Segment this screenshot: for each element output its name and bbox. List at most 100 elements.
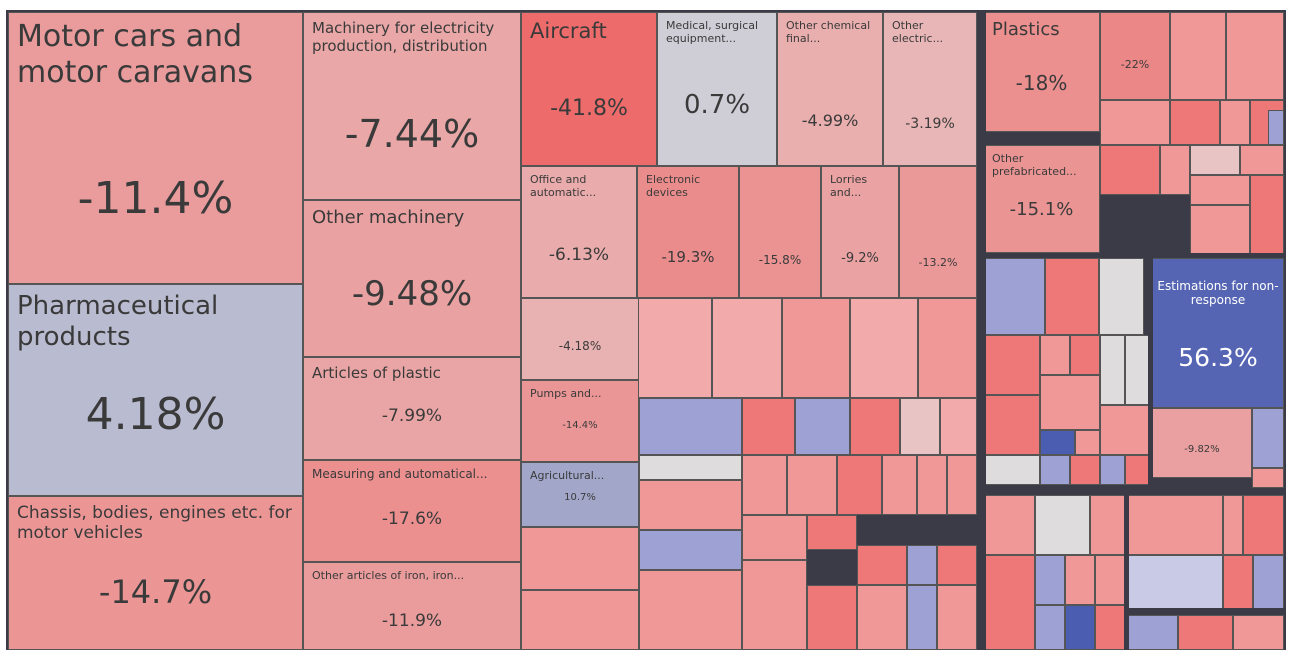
tile bbox=[1170, 100, 1220, 145]
value-label: -15.8% bbox=[758, 253, 802, 267]
tile bbox=[985, 455, 1040, 485]
value-label: -19.3% bbox=[661, 247, 715, 266]
tile bbox=[1100, 335, 1125, 405]
tile bbox=[742, 560, 807, 650]
tile bbox=[1099, 258, 1144, 335]
tile bbox=[782, 298, 850, 398]
tile: -22% bbox=[1100, 12, 1170, 100]
tile bbox=[882, 455, 917, 515]
tile bbox=[1170, 12, 1226, 100]
tile: -4.18% bbox=[521, 298, 639, 380]
tile: Estimations for non-response 56.3% bbox=[1152, 258, 1284, 408]
tile bbox=[1090, 495, 1125, 555]
value-label: -6.13% bbox=[548, 244, 610, 265]
tile-label: Other machinery bbox=[312, 207, 465, 228]
tile bbox=[1040, 430, 1075, 455]
tile bbox=[1226, 12, 1284, 100]
tile bbox=[1190, 205, 1250, 255]
tile bbox=[1243, 495, 1284, 555]
tile bbox=[985, 335, 1040, 395]
tile: Other articles of iron, iron... -11.9% bbox=[303, 562, 521, 650]
separator bbox=[1125, 608, 1284, 612]
value-label: -7.44% bbox=[344, 112, 480, 156]
tile bbox=[1128, 495, 1223, 555]
tile bbox=[1070, 455, 1100, 485]
tile bbox=[857, 585, 907, 650]
tile bbox=[1125, 335, 1149, 405]
tile: Plastics -18% bbox=[983, 12, 1100, 132]
tile-label: Other electric... bbox=[892, 19, 944, 46]
tile bbox=[639, 480, 742, 530]
tile: Medical, surgical equipment... 0.7% bbox=[657, 12, 777, 166]
tile bbox=[1233, 615, 1284, 650]
tile bbox=[639, 530, 742, 570]
tile bbox=[1220, 100, 1250, 145]
tile bbox=[1268, 110, 1284, 145]
tile-label: Pharmaceutical products bbox=[17, 291, 219, 353]
tile bbox=[850, 298, 918, 398]
value-label: -22% bbox=[1120, 57, 1150, 71]
value-label: -3.19% bbox=[905, 116, 955, 132]
separator bbox=[981, 10, 986, 650]
tile bbox=[1040, 335, 1070, 375]
separator bbox=[983, 488, 1284, 494]
tile bbox=[900, 398, 940, 455]
tile bbox=[1178, 615, 1233, 650]
tile bbox=[787, 455, 837, 515]
tile bbox=[917, 455, 947, 515]
tile-label: Plastics bbox=[992, 19, 1060, 40]
tile: Agricultural... 10.7% bbox=[521, 462, 639, 527]
tile bbox=[1223, 555, 1253, 610]
tile-label: Machinery for electricity production, di… bbox=[312, 19, 495, 55]
tile: Chassis, bodies, engines etc. for motor … bbox=[8, 496, 303, 650]
value-label: 4.18% bbox=[85, 389, 226, 440]
value-label: -17.6% bbox=[381, 508, 443, 529]
value-label: -9.2% bbox=[841, 250, 879, 266]
tile bbox=[1065, 605, 1095, 650]
tile bbox=[918, 298, 977, 398]
value-label: -9.82% bbox=[1184, 444, 1220, 455]
treemap: Motor cars and motor caravans -11.4% Pharm… bbox=[6, 10, 1286, 650]
value-label: -13.2% bbox=[918, 255, 958, 269]
tile: Pharmaceutical products 4.18% bbox=[8, 284, 303, 496]
tile bbox=[947, 455, 977, 515]
value-label: 0.7% bbox=[683, 90, 751, 120]
tile: Aircraft -41.8% bbox=[521, 12, 657, 166]
tile: -15.8% bbox=[739, 166, 821, 298]
tile bbox=[795, 398, 850, 455]
tile: Other machinery -9.48% bbox=[303, 200, 521, 357]
tile bbox=[1128, 555, 1223, 610]
tile: Electronic devices -19.3% bbox=[637, 166, 739, 298]
tile bbox=[712, 298, 782, 398]
tile-label: Other prefabricated... bbox=[992, 152, 1077, 179]
separator bbox=[1148, 256, 1153, 490]
separator bbox=[1124, 490, 1129, 650]
tile bbox=[639, 398, 742, 455]
tile bbox=[1095, 555, 1125, 605]
tile bbox=[639, 570, 742, 650]
tile bbox=[1035, 605, 1065, 650]
tile bbox=[1075, 430, 1100, 455]
tile bbox=[1100, 100, 1170, 145]
value-label: -41.8% bbox=[550, 96, 628, 121]
separator bbox=[983, 253, 1284, 258]
tile: Other electric... -3.19% bbox=[883, 12, 977, 166]
tile-label: Pumps and... bbox=[530, 387, 602, 400]
tile: Articles of plastic -7.99% bbox=[303, 357, 521, 460]
tile: Lorries and... -9.2% bbox=[821, 166, 899, 298]
tile bbox=[1223, 495, 1243, 555]
tile bbox=[742, 398, 795, 455]
tile bbox=[985, 395, 1040, 455]
tile bbox=[940, 398, 977, 455]
tile-label: Estimations for non-response bbox=[1157, 279, 1279, 308]
tile bbox=[1190, 145, 1240, 175]
value-label: -14.4% bbox=[562, 420, 598, 431]
tile bbox=[807, 515, 857, 550]
tile bbox=[1035, 495, 1090, 555]
tile bbox=[521, 590, 639, 650]
value-label: -9.48% bbox=[351, 274, 473, 314]
tile bbox=[1065, 555, 1095, 605]
tile: -13.2% bbox=[899, 166, 977, 298]
tile: Other prefabricated... -15.1% bbox=[983, 145, 1100, 253]
tile bbox=[837, 455, 882, 515]
